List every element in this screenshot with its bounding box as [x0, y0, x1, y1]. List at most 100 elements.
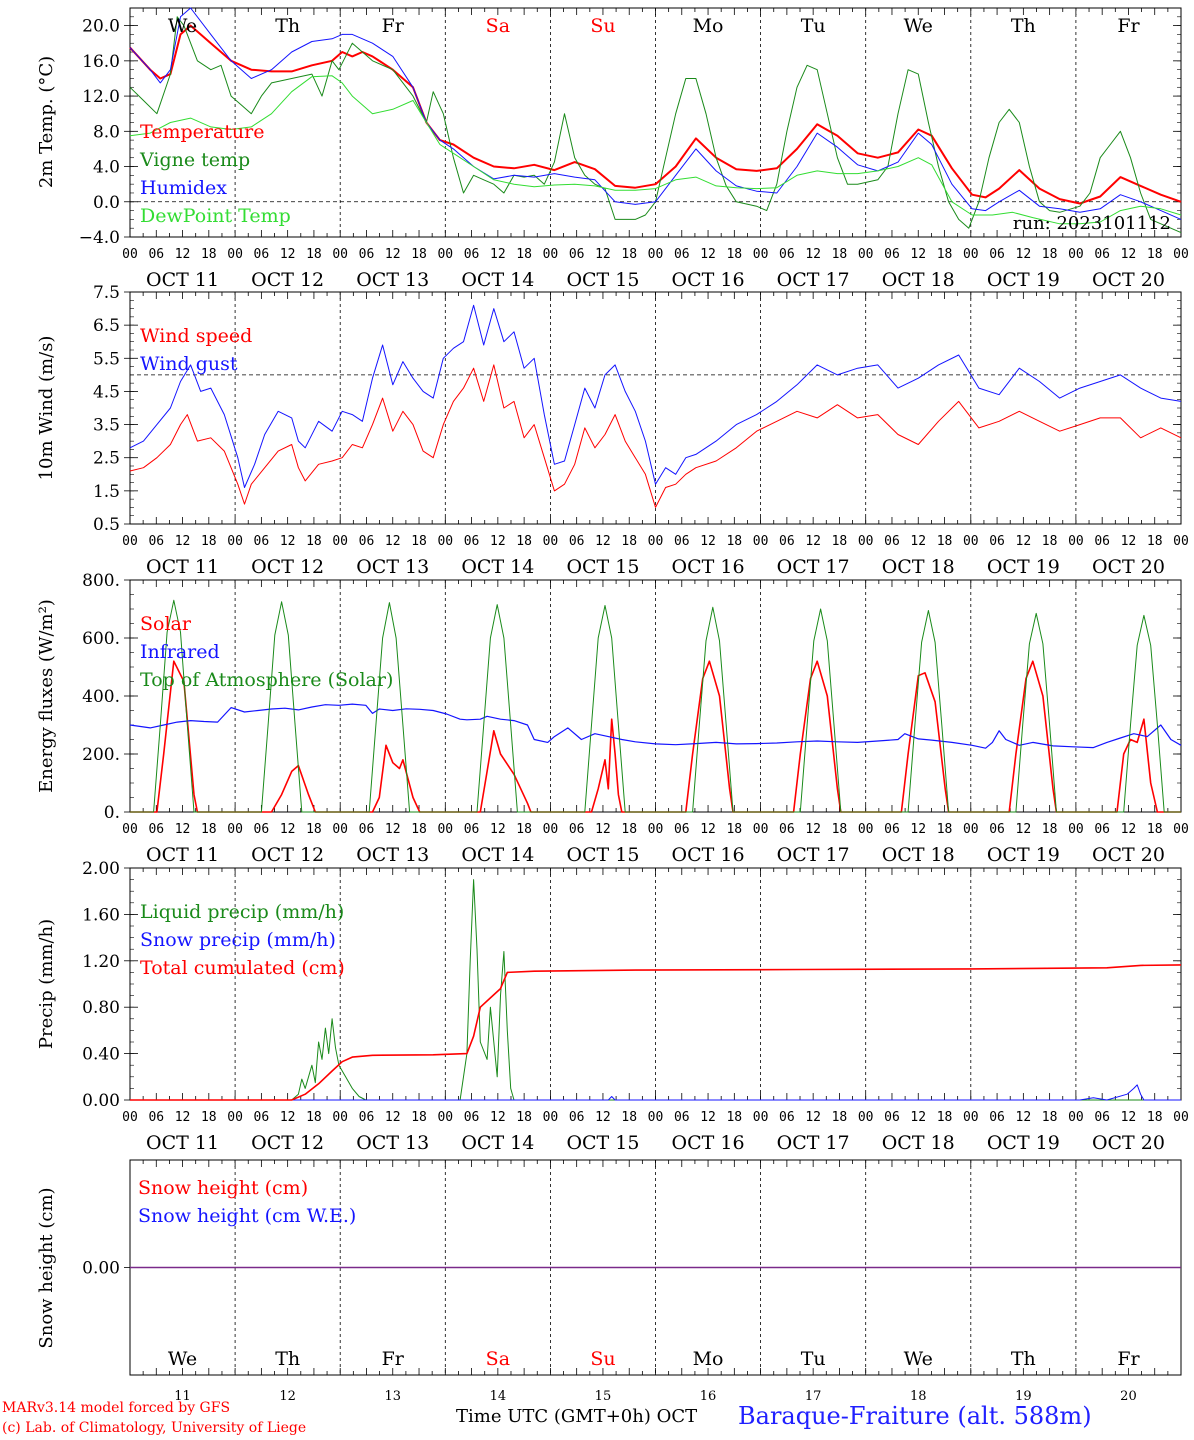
hour-tick-label: 18 [306, 1110, 322, 1125]
y-axis-label: Energy fluxes (W/m²) [36, 599, 57, 793]
hour-tick-label: 12 [385, 534, 401, 549]
hour-tick-label: 00 [227, 822, 243, 837]
hour-tick-label: 06 [464, 247, 480, 262]
hour-tick-label: 06 [359, 822, 375, 837]
hour-tick-label: 06 [989, 247, 1005, 262]
lab-credit: (c) Lab. of Climatology, University of L… [2, 1420, 307, 1436]
day-number-label: 15 [595, 1389, 612, 1404]
panel-snow: 0.00 Snow height (cm) Snow height (cm) Snow… [36, 1159, 1182, 1404]
hour-tick-label: 18 [832, 247, 848, 262]
legend-entry: Snow height (cm) [138, 1177, 308, 1199]
hour-tick-label: 00 [858, 822, 874, 837]
day-number-label: 20 [1120, 1389, 1137, 1404]
series-line-total-cumulated-cm- [130, 964, 1182, 1101]
y-axis-label: Precip (mm/h) [36, 919, 57, 1049]
legend-entry: Temperature [140, 121, 264, 143]
date-label: OCT 18 [882, 844, 955, 866]
day-number-label: 13 [384, 1389, 401, 1404]
hour-tick-label: 18 [726, 534, 742, 549]
series-line-vigne-temp [129, 16, 1182, 234]
y-tick-label: 0.0 [93, 193, 120, 213]
legend-entry: Wind gust [140, 353, 238, 375]
hour-tick-label: 12 [385, 822, 401, 837]
weekday-label: Fr [382, 1348, 405, 1370]
hour-tick-label: 00 [963, 1110, 979, 1125]
hour-tick-label: 00 [1068, 822, 1084, 837]
hour-tick-label: 06 [464, 1110, 480, 1125]
date-label: OCT 15 [566, 844, 639, 866]
weekday-label: We [168, 15, 197, 37]
hour-tick-label: 06 [464, 534, 480, 549]
hour-tick-label: 00 [543, 534, 559, 549]
model-credit: MARv3.14 model forced by GFS [2, 1400, 231, 1416]
date-label: OCT 11 [146, 556, 219, 578]
hour-tick-label: 12 [595, 1110, 611, 1125]
hour-tick-label: 00 [753, 1110, 769, 1125]
date-label: OCT 12 [251, 269, 324, 291]
date-label: OCT 17 [777, 844, 850, 866]
date-label: OCT 12 [251, 1132, 324, 1154]
weekday-label: Fr [382, 15, 405, 37]
date-label: OCT 19 [987, 1132, 1060, 1154]
hour-tick-label: 18 [306, 534, 322, 549]
y-axis-label: 10m Wind (m/s) [36, 336, 57, 481]
date-label: OCT 19 [987, 269, 1060, 291]
y-tick-label: 8.0 [93, 122, 120, 142]
hour-tick-label: 06 [254, 822, 270, 837]
weekday-label: Mo [693, 15, 724, 37]
hour-tick-label: 12 [805, 1110, 821, 1125]
hour-tick-label: 06 [884, 534, 900, 549]
hour-tick-label: 12 [490, 247, 506, 262]
hour-tick-label: 18 [832, 534, 848, 549]
hour-tick-label: 18 [1147, 1110, 1163, 1125]
series-line-wind-speed [129, 364, 1182, 508]
series-line-snow-precip-mm-h- [130, 1084, 1181, 1101]
hour-tick-label: 06 [674, 822, 690, 837]
date-label: OCT 16 [672, 844, 745, 866]
hour-tick-label: 18 [306, 247, 322, 262]
weekday-label: Tu [801, 1348, 826, 1370]
hour-tick-label: 06 [1094, 1110, 1110, 1125]
date-label: OCT 12 [251, 844, 324, 866]
y-tick-label: 0.00 [82, 1259, 120, 1279]
date-label: OCT 13 [356, 556, 429, 578]
hour-tick-label: 18 [411, 534, 427, 549]
weekday-label: Su [590, 1348, 615, 1370]
hour-tick-label: 00 [753, 822, 769, 837]
y-tick-label: 0.40 [82, 1045, 120, 1065]
date-label: OCT 16 [672, 1132, 745, 1154]
hour-tick-label: 06 [148, 1110, 164, 1125]
hour-tick-label: 18 [937, 1110, 953, 1125]
hour-tick-label: 12 [1121, 822, 1137, 837]
hour-tick-label: 00 [332, 822, 348, 837]
hour-tick-label: 18 [201, 247, 217, 262]
day-number-label: 11 [174, 1389, 191, 1404]
hour-tick-label: 12 [175, 534, 191, 549]
date-label: OCT 17 [777, 269, 850, 291]
hour-tick-label: 00 [648, 1110, 664, 1125]
date-label: OCT 14 [461, 844, 534, 866]
hour-tick-label: 00 [122, 822, 138, 837]
series-line-infrared [129, 703, 1182, 749]
hour-tick-label: 06 [779, 247, 795, 262]
hour-tick-label: 18 [937, 534, 953, 549]
weekday-label: Th [275, 1348, 300, 1370]
hour-tick-label: 00 [227, 1110, 243, 1125]
hour-tick-label: 06 [884, 247, 900, 262]
hour-tick-label: 00 [227, 534, 243, 549]
hour-tick-label: 18 [1042, 1110, 1058, 1125]
hour-tick-label: 12 [1016, 534, 1032, 549]
y-tick-label: 7.5 [93, 283, 120, 303]
hour-tick-label: 18 [1042, 247, 1058, 262]
hour-tick-label: 00 [963, 534, 979, 549]
series-line-liquid-precip-mm-h- [130, 879, 1181, 1101]
hour-tick-label: 12 [910, 247, 926, 262]
hour-tick-label: 18 [516, 247, 532, 262]
hour-tick-label: 06 [779, 534, 795, 549]
weekday-label: Mo [693, 1348, 724, 1370]
y-tick-label: 1.5 [93, 482, 120, 502]
hour-tick-label: 00 [437, 822, 453, 837]
date-label: OCT 11 [146, 844, 219, 866]
hour-tick-label: 18 [201, 534, 217, 549]
